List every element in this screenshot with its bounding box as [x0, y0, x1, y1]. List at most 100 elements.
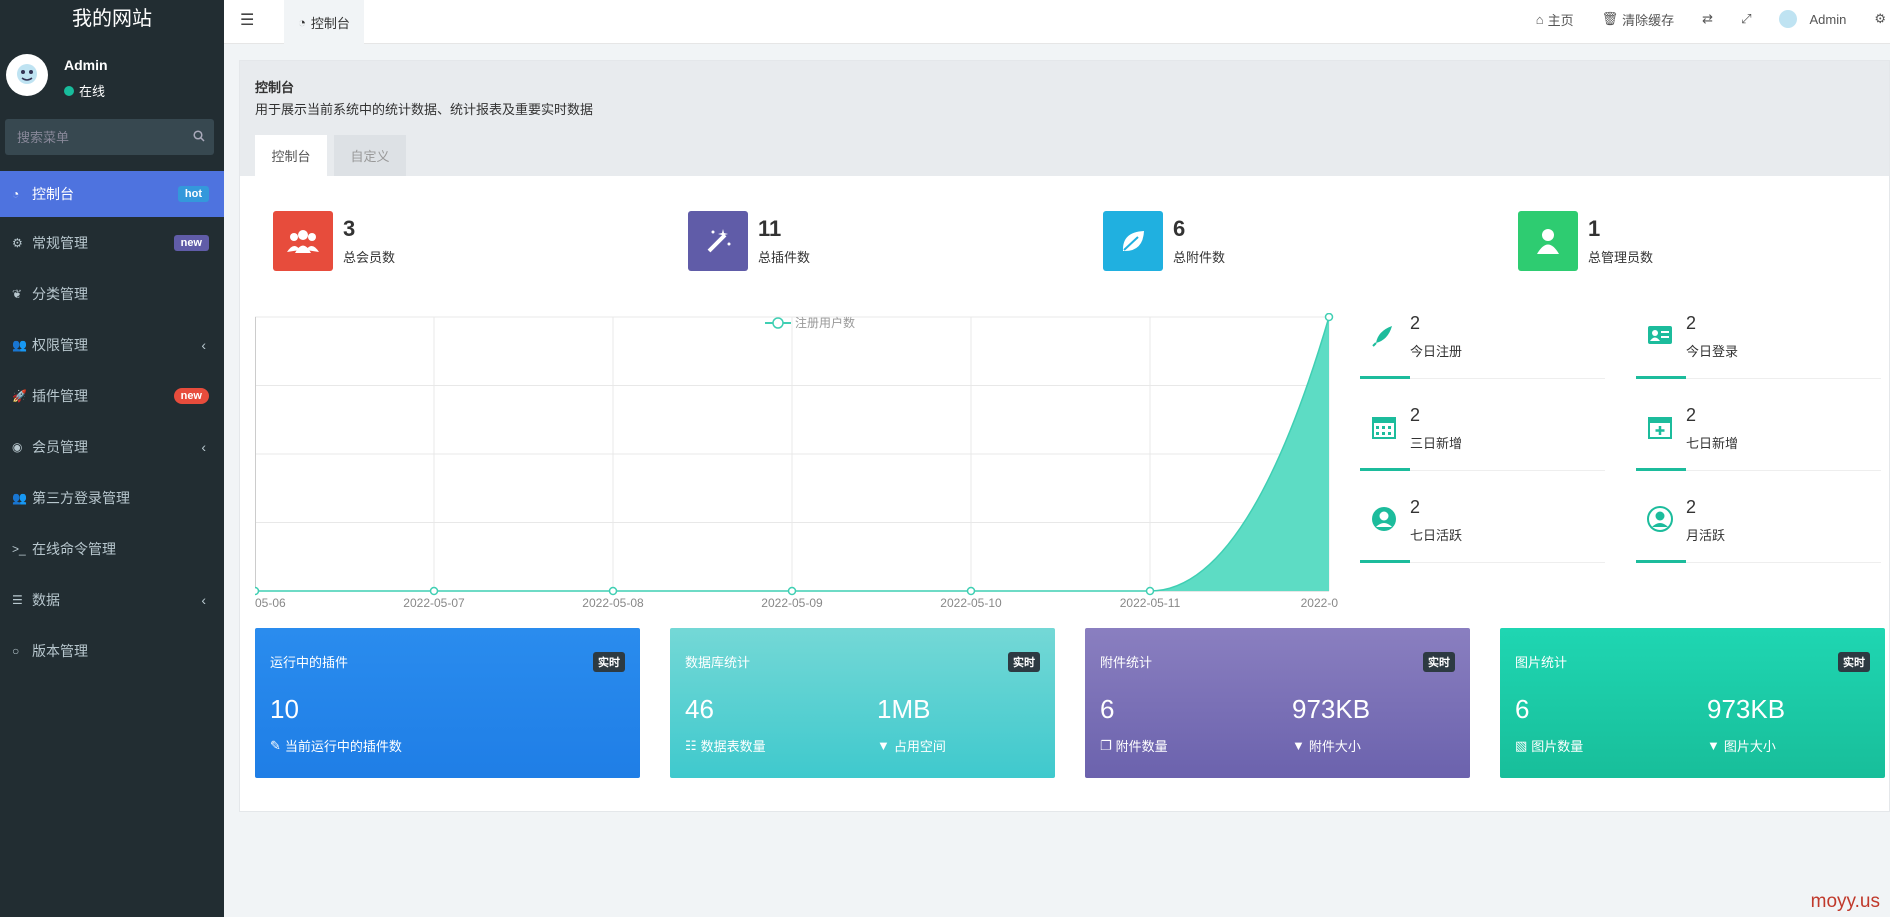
avatar-icon: [1779, 10, 1798, 28]
menu-toggle-icon[interactable]: ☰: [240, 12, 255, 29]
mini-underline: [1360, 560, 1410, 563]
stat-members: 3 总会员数: [273, 211, 395, 271]
legend-marker: [772, 317, 784, 329]
home-label: 主页: [1547, 12, 1574, 28]
card-value: 10: [270, 694, 299, 724]
x-tick-label: 2022-05-08: [582, 596, 644, 610]
database-icon: ☷: [685, 737, 697, 753]
sidebar-item-addon[interactable]: 🚀 插件管理 new: [0, 370, 224, 421]
sidebar-item-member[interactable]: ◉ 会员管理 ‹: [0, 421, 224, 472]
card-label-text: 数据表数量: [700, 739, 766, 754]
data-point: [255, 586, 260, 596]
data-point: [429, 586, 439, 596]
data-point: [608, 586, 618, 596]
leaf-icon: [1103, 211, 1163, 271]
tab-dashboard[interactable]: ◔ 控制台: [284, 0, 364, 44]
mini-label: 今日注册: [1410, 344, 1463, 359]
filter-icon: ▼: [1292, 738, 1305, 753]
magic-icon: [688, 211, 748, 271]
sidebar-item-third-login[interactable]: 👥 第三方登录管理: [0, 472, 224, 523]
tab-custom[interactable]: 自定义: [334, 135, 406, 176]
sidebar-item-auth[interactable]: 👥 权限管理 ‹: [0, 319, 224, 370]
card-label: ▧ 图片数量: [1515, 736, 1583, 755]
sidebar-item-label: 控制台: [32, 186, 74, 202]
sidebar-item-version[interactable]: ○ 版本管理: [0, 625, 224, 676]
clear-cache-label: 清除缓存: [1622, 12, 1675, 28]
sidebar-item-category[interactable]: ❦ 分类管理: [0, 268, 224, 319]
mini-value: 2: [1686, 313, 1697, 333]
home-link[interactable]: ⌂ 主页: [1536, 10, 1574, 29]
user-icon: [1518, 211, 1578, 271]
translate-icon[interactable]: ⇄: [1702, 11, 1714, 26]
menu-search: [5, 119, 214, 155]
clear-cache-button[interactable]: 🗑 清除缓存: [1602, 10, 1675, 29]
user-circle-icon: [1372, 507, 1396, 531]
stat-value: 6: [1173, 216, 1186, 241]
tab-console[interactable]: 控制台: [255, 135, 327, 176]
mini-value: 2: [1686, 497, 1697, 517]
page-title: 控制台: [255, 80, 295, 95]
card-label: ▼ 附件大小: [1292, 736, 1361, 755]
hot-badge: hot: [177, 186, 209, 202]
sidebar-item-label: 数据: [32, 591, 60, 608]
card-label: ❐ 附件数量: [1100, 736, 1168, 755]
sidebar-item-label: 分类管理: [32, 285, 88, 302]
x-tick-label: 05-06: [255, 596, 286, 610]
x-tick-label: 2022-05-07: [403, 596, 465, 610]
leaf-icon: ❦: [12, 286, 23, 301]
sidebar-item-label: 版本管理: [32, 642, 88, 659]
mini-label: 三日新增: [1410, 436, 1463, 451]
image-icon: ▧: [1515, 737, 1528, 753]
sidebar-item-data[interactable]: ☰ 数据 ‹: [0, 574, 224, 625]
sidebar-item-label: 第三方登录管理: [32, 489, 130, 506]
card-value: 46: [685, 694, 714, 724]
mini-label: 七日活跃: [1410, 528, 1463, 543]
header-actions: ⌂ 主页 🗑 清除缓存 ⇄ ⤢ Admin ⚙: [1536, 0, 1890, 38]
fullscreen-icon[interactable]: ⤢: [1741, 11, 1752, 26]
sidebar-item-label: 常规管理: [32, 234, 88, 251]
search-input[interactable]: [17, 129, 193, 145]
cogs-icon: ⚙: [12, 235, 23, 250]
sidebar-item-general[interactable]: ⚙ 常规管理 new: [0, 217, 224, 268]
chevron-left-icon: ‹: [201, 591, 206, 608]
stat-value: 1: [1588, 216, 1601, 241]
site-logo[interactable]: 我的网站: [0, 0, 224, 38]
card-value: 1MB: [877, 694, 931, 724]
card-images: 图片统计 实时 6 ▧ 图片数量 973KB ▼ 图片大小: [1500, 628, 1885, 778]
users-icon: 👥: [12, 337, 27, 352]
gear-icon[interactable]: ⚙: [1874, 11, 1886, 26]
card-label-text: 附件大小: [1308, 739, 1361, 754]
mini-underline: [1360, 468, 1410, 471]
card-label-text: 当前运行中的插件数: [284, 739, 402, 754]
sidebar-item-dashboard[interactable]: ◔ 控制台 hot: [0, 171, 224, 217]
stat-value: 11: [758, 216, 782, 241]
realtime-badge: 实时: [593, 652, 625, 672]
card-label: ✎ 当前运行中的插件数: [270, 736, 402, 755]
card-running-addons: 运行中的插件 实时 10 ✎ 当前运行中的插件数: [255, 628, 640, 778]
card-label-text: 图片数量: [1531, 739, 1584, 754]
legend-label: 注册用户数: [795, 315, 855, 330]
vcard-icon: [1648, 326, 1672, 344]
dashboard-icon: ◔: [12, 187, 20, 201]
card-label-text: 占用空间: [893, 739, 946, 754]
calendar-icon: [1372, 417, 1396, 439]
sidebar-item-command[interactable]: >_ 在线命令管理: [0, 523, 224, 574]
sidebar-item-label: 会员管理: [32, 438, 88, 455]
x-tick-label: 2022-05-10: [940, 596, 1002, 610]
card-label-text: 附件数量: [1115, 739, 1168, 754]
avatar: [6, 54, 48, 96]
circle-icon: ○: [12, 643, 20, 658]
stat-addons: 11 总插件数: [688, 211, 810, 271]
data-point: [1324, 313, 1334, 322]
sidebar-menu: ◔ 控制台 hot ⚙ 常规管理 new ❦ 分类管理 👥 权限管理 ‹ 🚀 插…: [0, 171, 224, 676]
header-user[interactable]: Admin: [1779, 10, 1846, 28]
home-icon: ⌂: [1535, 11, 1544, 27]
users-icon: [273, 211, 333, 271]
trash-icon: 🗑: [1601, 11, 1619, 26]
stat-label: 总管理员数: [1588, 250, 1654, 265]
page-description: 用于展示当前系统中的统计数据、统计报表及重要实时数据: [255, 102, 594, 117]
user-circle-o-icon: [1647, 506, 1673, 532]
mini-value: 2: [1410, 405, 1421, 425]
register-users-chart: 05-06 2022-05-07 2022-05-08 2022-05-09 2022-…: [255, 313, 1338, 610]
search-icon[interactable]: [193, 129, 205, 145]
